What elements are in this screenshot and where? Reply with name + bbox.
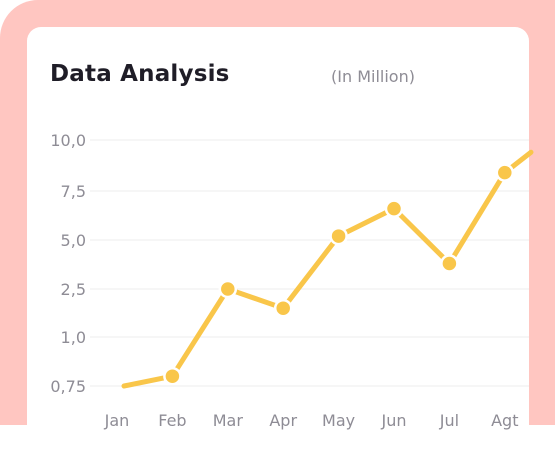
data-point: [163, 366, 182, 386]
chart-title: Data Analysis: [50, 61, 230, 87]
x-tick-label: Apr: [269, 411, 297, 430]
data-point: [440, 254, 459, 273]
y-tick-label: 0,75: [50, 377, 86, 396]
x-tick-label: Jul: [439, 411, 459, 430]
y-tick-label: 10,0: [50, 131, 86, 150]
x-tick-label: Jan: [104, 411, 130, 430]
data-point: [384, 199, 404, 218]
y-tick-label: 5,0: [61, 231, 86, 250]
x-tick-label: May: [322, 411, 355, 430]
y-tick-label: 7,5: [61, 182, 86, 201]
data-point: [218, 279, 238, 299]
data-points-layer: [163, 163, 515, 386]
series-line-layer: [121, 149, 534, 389]
chart-unit-subtitle: (In Million): [331, 67, 415, 86]
chart-card: Data Analysis (In Million): [27, 27, 529, 425]
data-point: [273, 298, 293, 318]
series-line: [121, 149, 534, 389]
x-tick-label: Mar: [213, 411, 244, 430]
x-tick-label: Feb: [158, 411, 186, 430]
x-axis-ticks: Jan Feb Mar Apr May Jun Jul Agt: [104, 411, 519, 430]
data-point: [495, 163, 515, 182]
x-tick-label: Jun: [381, 411, 407, 430]
data-point: [329, 226, 348, 246]
x-tick-label: Agt: [491, 411, 518, 430]
y-tick-label: 1,0: [61, 328, 86, 347]
y-axis-ticks: 0,75 1,0 2,5 5,0 7,5 10,0: [50, 131, 86, 396]
grid-layer: [90, 139, 529, 387]
y-tick-label: 2,5: [61, 280, 86, 299]
